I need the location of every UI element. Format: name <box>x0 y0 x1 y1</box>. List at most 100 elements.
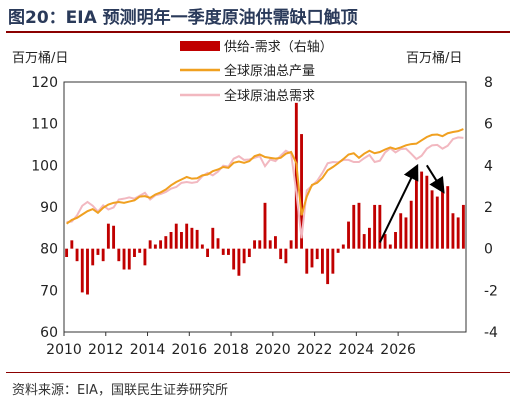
footer-divider <box>6 372 510 373</box>
x-tick-label: 2010 <box>46 342 82 358</box>
balance-bars <box>65 102 465 295</box>
balance-bar <box>247 248 251 257</box>
balance-bar <box>362 234 366 249</box>
x-tick-label: 2026 <box>380 342 416 358</box>
balance-bar <box>65 248 69 257</box>
balance-bar <box>404 217 408 249</box>
balance-bar <box>310 248 314 268</box>
balance-bar <box>367 227 371 249</box>
balance-bar <box>237 248 241 276</box>
balance-bar <box>211 227 215 249</box>
balance-bar <box>263 202 267 249</box>
right-tick-label: 6 <box>484 117 493 133</box>
source-note: 资料来源：EIA，国联民生证券研究所 <box>12 383 228 398</box>
balance-bar <box>258 240 262 249</box>
balance-bar <box>300 134 303 249</box>
balance-bar <box>425 175 429 249</box>
balance-bar <box>75 248 79 262</box>
balance-bar <box>289 240 293 249</box>
balance-bar <box>216 238 220 249</box>
plot-area <box>63 81 467 333</box>
balance-bar <box>185 223 189 249</box>
right-tick-label: 2 <box>484 200 493 216</box>
balance-bar <box>232 248 236 270</box>
balance-bar <box>274 236 277 249</box>
legend-label-demand: 全球原油总需求 <box>224 88 315 104</box>
balance-bar <box>206 248 210 257</box>
balance-bar <box>200 244 204 249</box>
balance-bar <box>153 244 157 249</box>
x-tick-label: 2024 <box>339 342 375 358</box>
balance-bar <box>112 225 116 249</box>
balance-bar <box>122 248 126 270</box>
legend-label-balance: 供给-需求（右轴） <box>224 40 333 55</box>
balance-bar <box>378 204 382 249</box>
balance-bar <box>383 234 387 249</box>
balance-bar <box>169 232 173 249</box>
left-axis-unit: 百万桶/日 <box>12 51 68 66</box>
right-axis-unit: 百万桶/日 <box>406 51 462 66</box>
balance-bar <box>133 248 136 257</box>
x-axis: 2010 2012 2014 2016 2018 2020 2022 2024 2026 <box>46 332 416 358</box>
x-tick-label: 2018 <box>213 342 249 358</box>
balance-bar <box>106 223 110 249</box>
legend-label-production: 全球原油总产量 <box>224 63 315 79</box>
balance-bar <box>127 248 131 270</box>
demand-line <box>66 136 464 239</box>
left-tick-label: 100 <box>31 158 58 174</box>
balance-bar <box>461 204 465 249</box>
chart-svg: 60 70 80 90 100 110 120 -4 -2 0 2 4 6 8 2010 2012 2014… <box>12 40 498 358</box>
right-tick-label: 0 <box>484 242 493 258</box>
balance-bar <box>352 204 356 249</box>
right-axis: -4 -2 0 2 4 6 8 <box>484 75 498 341</box>
x-tick-label: 2016 <box>171 342 207 358</box>
left-tick-label: 80 <box>40 242 58 258</box>
falling-arrow <box>425 164 445 194</box>
x-tick-label: 2022 <box>297 342 333 358</box>
balance-bar <box>341 244 345 249</box>
balance-bar <box>394 232 397 249</box>
balance-bar <box>430 190 434 249</box>
balance-bar <box>242 248 246 264</box>
balance-bar <box>268 240 272 249</box>
balance-bar <box>227 248 230 255</box>
balance-bar <box>446 186 450 249</box>
left-axis: 60 70 80 90 100 110 120 <box>31 75 58 341</box>
balance-bar <box>420 171 424 249</box>
balance-bar <box>180 232 183 249</box>
balance-bar <box>96 248 100 255</box>
balance-bar <box>138 248 142 253</box>
balance-bar <box>143 248 147 266</box>
left-tick-label: 110 <box>31 117 58 133</box>
x-tick-label: 2020 <box>255 342 291 358</box>
left-tick-label: 60 <box>40 325 58 341</box>
balance-bar <box>315 248 319 260</box>
balance-bar <box>91 248 95 266</box>
balance-bar <box>80 248 84 293</box>
production-line <box>66 128 464 225</box>
balance-bar <box>174 223 178 249</box>
x-tick-label: 2012 <box>88 342 124 358</box>
balance-bar <box>357 202 361 249</box>
x-tick-label: 2014 <box>130 342 166 358</box>
balance-bar <box>117 248 121 262</box>
legend-swatch-balance <box>180 41 220 51</box>
balance-bar <box>414 167 418 249</box>
balance-bar <box>284 248 288 264</box>
balance-bar <box>279 248 283 260</box>
balance-bar <box>331 248 335 274</box>
balance-bar <box>70 240 74 249</box>
rising-arrow <box>378 163 419 243</box>
balance-bar <box>253 240 256 249</box>
right-tick-label: -4 <box>484 325 498 341</box>
balance-bar <box>336 248 340 253</box>
right-tick-label: 8 <box>484 75 493 91</box>
title-divider <box>6 31 510 33</box>
balance-bar <box>294 102 298 249</box>
balance-bar <box>221 248 225 255</box>
balance-bar <box>388 244 392 249</box>
balance-bar <box>456 217 460 249</box>
legend: 供给-需求（右轴） 全球原油总产量 全球原油总需求 <box>180 40 333 104</box>
balance-bar <box>320 248 324 274</box>
right-tick-label: 4 <box>484 158 493 174</box>
